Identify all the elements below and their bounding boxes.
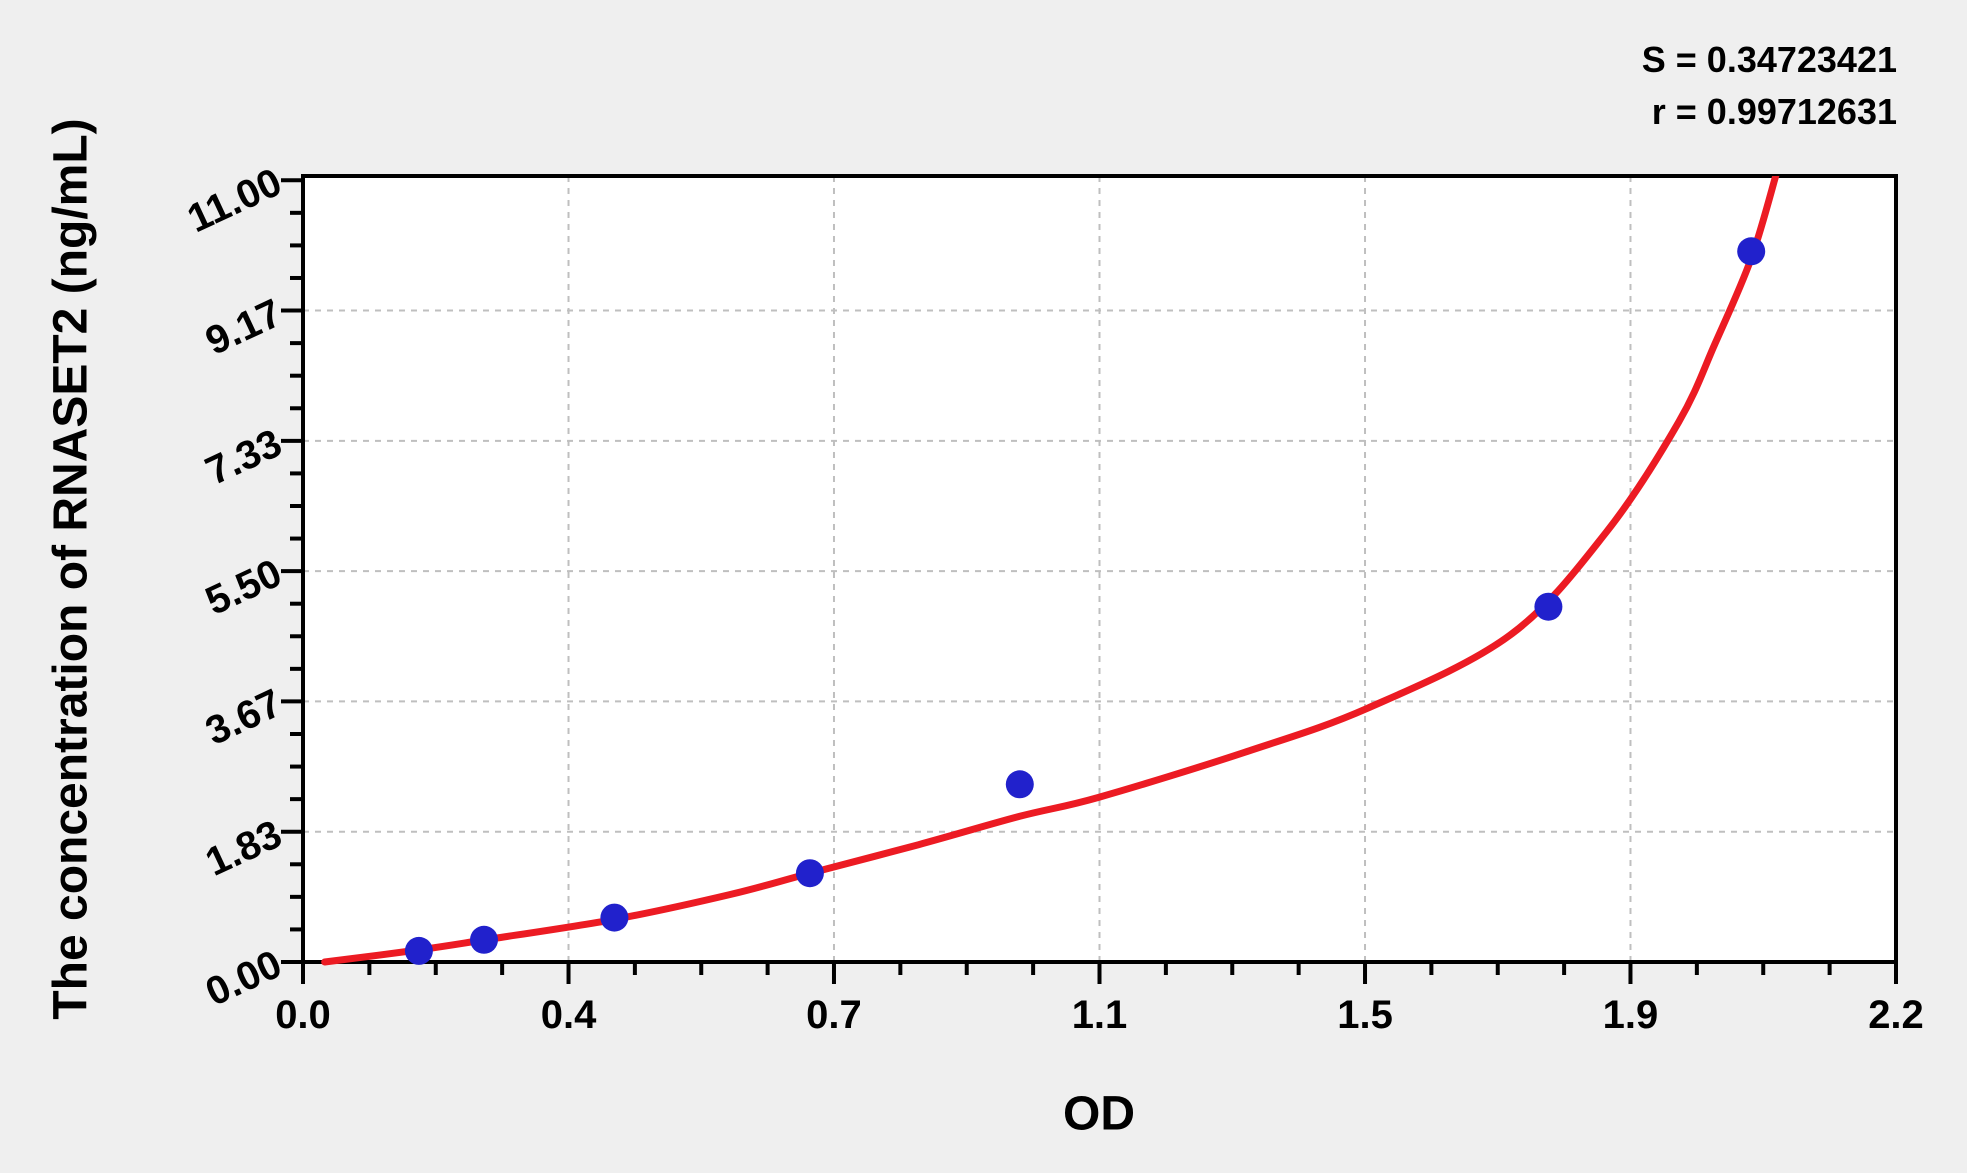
plot-frame xyxy=(301,174,1898,964)
x-tick-label: 1.5 xyxy=(1337,993,1393,1037)
stat-r-value: r = 0.99712631 xyxy=(1651,91,1897,132)
data-points xyxy=(404,237,1766,965)
data-point xyxy=(470,925,498,954)
x-tick-label: 0.0 xyxy=(275,993,331,1037)
data-point xyxy=(795,859,824,888)
x-tick-label: 1.9 xyxy=(1602,993,1659,1037)
plot-area-background xyxy=(303,176,1896,962)
fitted-curve xyxy=(321,176,1780,966)
x-axis-title: OD xyxy=(1063,1087,1135,1141)
data-point xyxy=(1534,592,1563,621)
fit-statistics: S = 0.34723421 r = 0.99712631 xyxy=(1642,34,1897,138)
x-tick-label: 2.2 xyxy=(1868,993,1924,1037)
gridlines xyxy=(303,176,1896,962)
data-point xyxy=(600,903,629,932)
x-tick-label: 1.1 xyxy=(1071,993,1128,1037)
stat-s-value: S = 0.34723421 xyxy=(1641,39,1897,80)
data-point xyxy=(1005,770,1034,799)
x-tick-label: 0.4 xyxy=(540,993,597,1037)
axis-ticks xyxy=(281,178,1898,984)
data-point xyxy=(404,936,433,965)
x-tick-label: 0.7 xyxy=(806,993,862,1037)
data-point xyxy=(1737,237,1766,266)
y-axis-title: The concentration of RNASET2 (ng/mL) xyxy=(44,118,98,1020)
